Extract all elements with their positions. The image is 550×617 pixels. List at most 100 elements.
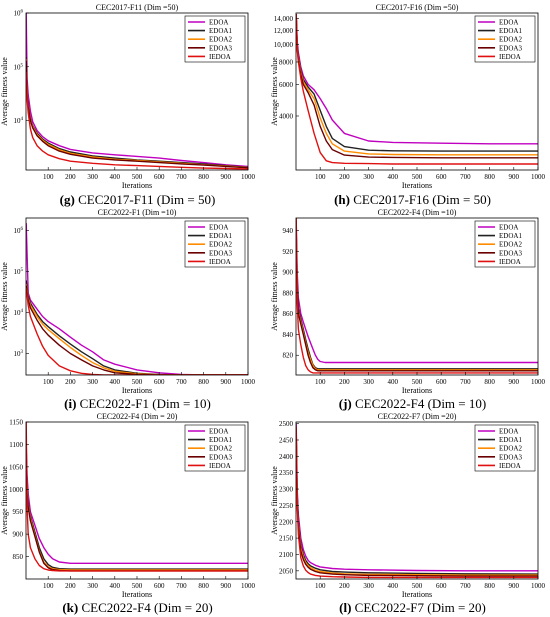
y-tick-label: 880 bbox=[283, 289, 294, 297]
legend-label-edoa1: EDOA1 bbox=[209, 232, 232, 240]
y-tick-label: 12,000 bbox=[274, 27, 294, 35]
chart-panel-0: CEC2017-F11 (Dim =50) Iterations Average f… bbox=[0, 3, 256, 190]
y-tick-label: 106 bbox=[14, 10, 24, 18]
x-tick-label: 700 bbox=[460, 173, 471, 181]
series-line-edoa1 bbox=[26, 280, 248, 375]
legend-label-iedoa: IEDOA bbox=[209, 258, 231, 266]
x-axis-label: Iterations bbox=[122, 386, 152, 395]
legend-label-iedoa: IEDOA bbox=[499, 53, 521, 61]
x-tick-label: 900 bbox=[221, 582, 232, 590]
x-axis-label: Iterations bbox=[402, 590, 432, 599]
y-tick-label: 940 bbox=[283, 227, 294, 235]
x-tick-label: 900 bbox=[221, 378, 232, 386]
legend-label-edoa3: EDOA3 bbox=[209, 44, 232, 52]
y-tick-label: 2450 bbox=[279, 436, 294, 444]
y-tick-label: 105 bbox=[14, 268, 24, 276]
y-tick-label: 1150 bbox=[9, 419, 23, 427]
y-tick-label: 950 bbox=[13, 508, 24, 516]
x-axis-label: Iterations bbox=[122, 181, 152, 190]
legend-label-edoa3: EDOA3 bbox=[499, 453, 522, 461]
y-tick-label: 2350 bbox=[279, 469, 294, 477]
legend-label-iedoa: IEDOA bbox=[499, 462, 521, 470]
x-tick-label: 700 bbox=[460, 582, 471, 590]
y-tick-label: 1050 bbox=[9, 463, 24, 471]
y-tick-label: 2150 bbox=[279, 535, 294, 543]
legend-label-edoa3: EDOA3 bbox=[499, 44, 522, 52]
x-tick-label: 1000 bbox=[531, 173, 546, 181]
series-line-iedoa bbox=[26, 71, 248, 170]
y-tick-label: 10,000 bbox=[274, 41, 294, 49]
x-tick-label: 900 bbox=[509, 378, 520, 386]
x-tick-label: 200 bbox=[339, 378, 350, 386]
x-tick-label: 600 bbox=[154, 173, 165, 181]
series-line-edoa3 bbox=[26, 60, 248, 169]
y-axis-label: Average fitness value bbox=[0, 466, 9, 535]
series-line-edoa bbox=[296, 220, 538, 364]
x-tick-label: 300 bbox=[363, 173, 374, 181]
x-tick-label: 300 bbox=[87, 582, 98, 590]
legend-label-edoa: EDOA bbox=[499, 19, 518, 27]
legend-label-edoa2: EDOA2 bbox=[209, 241, 232, 249]
y-tick-label: 106 bbox=[14, 227, 24, 235]
legend-label-edoa2: EDOA2 bbox=[499, 241, 522, 249]
x-tick-label: 300 bbox=[87, 378, 98, 386]
chart-title: CEC2017-F11 (Dim =50) bbox=[96, 3, 179, 12]
legend-label-edoa: EDOA bbox=[209, 428, 228, 436]
chart-panel-4: CEC2022-F4 (Dim = 20) Iterations Average f… bbox=[0, 412, 256, 599]
x-tick-label: 1000 bbox=[531, 378, 546, 386]
x-tick-label: 900 bbox=[221, 173, 232, 181]
y-axis-label: Average fitness value bbox=[0, 262, 9, 331]
x-tick-label: 1000 bbox=[241, 582, 256, 590]
x-tick-label: 100 bbox=[43, 173, 54, 181]
y-tick-label: 104 bbox=[14, 309, 24, 317]
x-tick-label: 700 bbox=[176, 582, 187, 590]
caption-k: (k) CEC2022-F4 (Dim = 20) bbox=[62, 600, 213, 615]
x-tick-label: 400 bbox=[110, 378, 121, 386]
x-tick-label: 100 bbox=[315, 582, 326, 590]
x-axis-label: Iterations bbox=[402, 386, 432, 395]
series-line-edoa3 bbox=[26, 462, 248, 572]
x-tick-label: 200 bbox=[339, 173, 350, 181]
y-tick-label: 840 bbox=[283, 331, 294, 339]
y-tick-label: 1000 bbox=[9, 486, 24, 494]
x-tick-label: 1000 bbox=[531, 582, 546, 590]
y-tick-label: 104 bbox=[14, 117, 24, 125]
y-tick-label: 860 bbox=[283, 310, 294, 318]
legend-label-edoa: EDOA bbox=[499, 428, 518, 436]
x-tick-label: 100 bbox=[43, 378, 54, 386]
chart-panel-1: CEC2017-F16 (Dim =50) Iterations Average f… bbox=[270, 3, 546, 190]
y-tick-label: 4000 bbox=[279, 112, 294, 120]
legend-label-edoa: EDOA bbox=[209, 19, 228, 27]
legend-label-edoa: EDOA bbox=[209, 224, 228, 232]
x-tick-label: 900 bbox=[509, 582, 520, 590]
x-tick-label: 800 bbox=[484, 582, 495, 590]
x-tick-label: 100 bbox=[315, 378, 326, 386]
y-tick-label: 2300 bbox=[279, 486, 294, 494]
x-tick-label: 600 bbox=[154, 378, 165, 386]
caption-l: (l) CEC2022-F7 (Dim = 20) bbox=[339, 600, 486, 615]
x-tick-label: 500 bbox=[412, 173, 423, 181]
legend-label-edoa1: EDOA1 bbox=[499, 436, 522, 444]
x-tick-label: 400 bbox=[388, 582, 399, 590]
chart-title: CEC2022-F1 (Dim =10) bbox=[98, 208, 177, 217]
x-tick-label: 700 bbox=[176, 173, 187, 181]
legend-label-edoa: EDOA bbox=[499, 224, 518, 232]
legend-label-edoa1: EDOA1 bbox=[499, 27, 522, 35]
x-tick-label: 600 bbox=[436, 378, 447, 386]
y-tick-label: 1100 bbox=[9, 441, 23, 449]
y-axis-label: Average fitness value bbox=[270, 57, 279, 126]
x-tick-label: 700 bbox=[460, 378, 471, 386]
y-tick-label: 103 bbox=[14, 350, 24, 358]
series-line-iedoa bbox=[296, 13, 538, 165]
x-tick-label: 200 bbox=[65, 582, 76, 590]
y-tick-label: 2500 bbox=[279, 420, 294, 428]
legend-label-edoa1: EDOA1 bbox=[209, 436, 232, 444]
x-tick-label: 400 bbox=[110, 173, 121, 181]
y-tick-label: 850 bbox=[13, 553, 24, 561]
x-tick-label: 300 bbox=[87, 173, 98, 181]
x-tick-label: 400 bbox=[388, 378, 399, 386]
y-axis-label: Average fitness value bbox=[0, 57, 9, 126]
x-tick-label: 600 bbox=[154, 582, 165, 590]
y-tick-label: 105 bbox=[14, 63, 24, 71]
series-line-edoa3 bbox=[26, 285, 248, 375]
